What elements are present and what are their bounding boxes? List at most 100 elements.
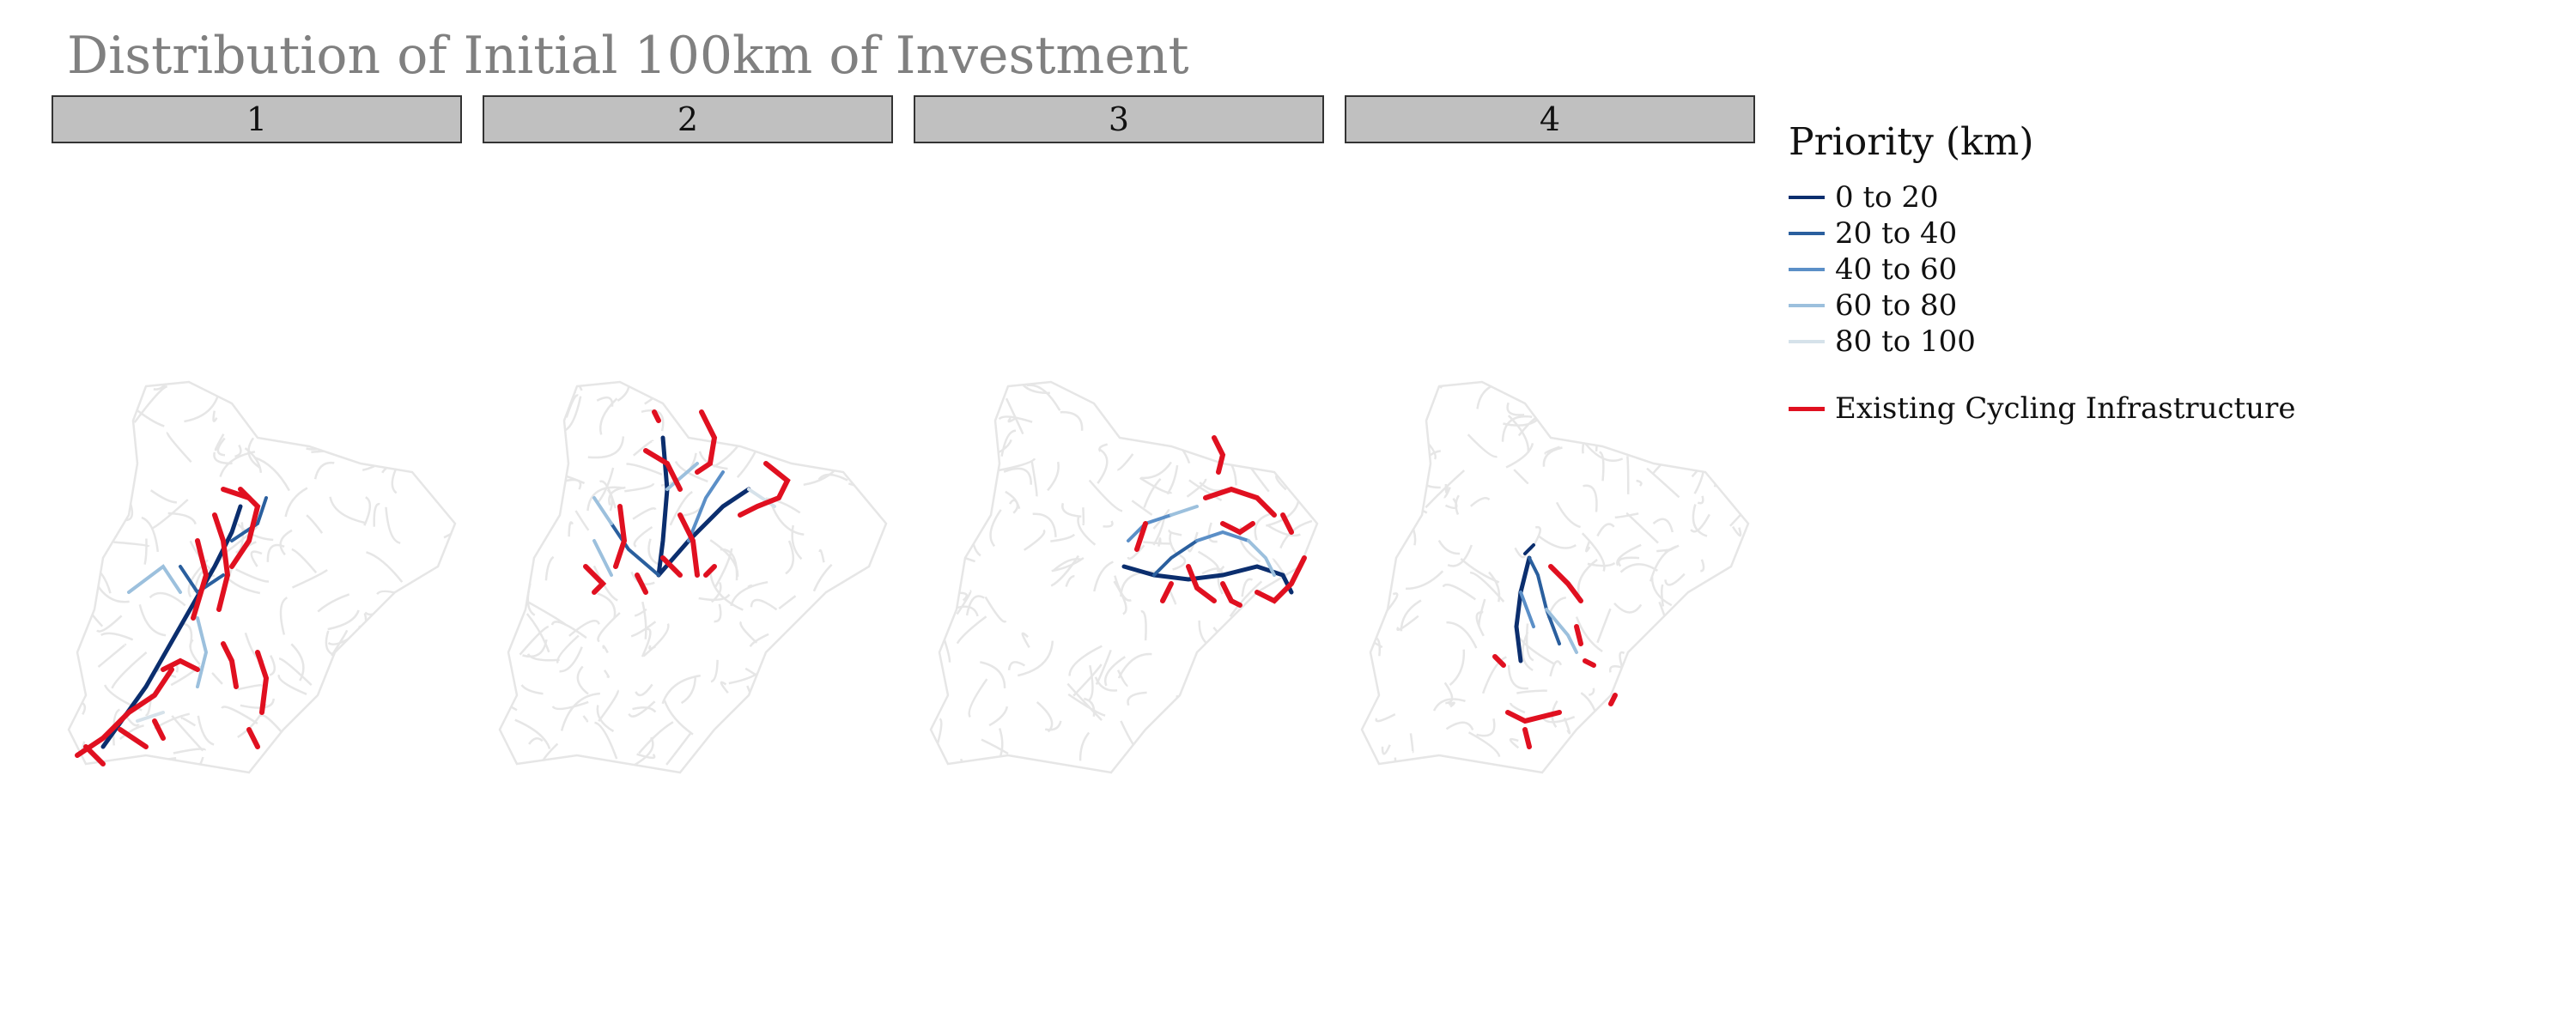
road-segment (335, 407, 355, 427)
road-segment (1188, 479, 1223, 502)
road-segment (825, 736, 847, 754)
road-segment (1614, 512, 1639, 519)
road-segment (1621, 420, 1638, 440)
road-segment (989, 509, 1002, 548)
road-segment (769, 750, 806, 771)
road-segment (1652, 518, 1674, 533)
road-segment (817, 473, 848, 482)
road-segment (1681, 382, 1721, 395)
road-segment (82, 413, 97, 437)
road-segment (1017, 640, 1054, 677)
legend-key (1789, 232, 1825, 235)
road-segment (1196, 382, 1215, 392)
road-segment (453, 480, 455, 499)
road-segment (812, 563, 833, 592)
road-segment (1088, 479, 1123, 512)
road-segment (1061, 502, 1082, 518)
road-segment (1217, 565, 1225, 595)
road-segment (1537, 534, 1577, 549)
road-segment (85, 415, 107, 449)
road-segment (1166, 464, 1179, 495)
road-segment (1694, 385, 1709, 415)
road-segment (998, 457, 1036, 472)
road-segment (96, 615, 123, 633)
road-segment (1172, 554, 1187, 571)
road-segment (500, 518, 519, 532)
road-segment (500, 511, 507, 548)
road-segment (535, 471, 558, 483)
road-mesh (69, 382, 455, 772)
legend-key-existing (1789, 406, 1825, 411)
road-segment (750, 598, 778, 611)
road-segment (603, 670, 610, 679)
region-outline (929, 380, 1319, 774)
road-segment (257, 385, 295, 407)
road-segment (635, 683, 653, 697)
road-segment (1704, 608, 1717, 633)
region-outline (498, 380, 888, 774)
road-segment (598, 689, 619, 723)
road-segment (1581, 532, 1606, 572)
road-segment (1252, 651, 1266, 674)
road-segment (1626, 697, 1651, 717)
road-segment (1224, 619, 1242, 647)
road-segment (290, 643, 305, 682)
road-segment (663, 700, 694, 736)
road-segment (1026, 384, 1061, 411)
road-segment (775, 645, 802, 666)
legend-label: 0 to 20 (1835, 180, 1939, 215)
road-segment (1005, 397, 1024, 435)
road-segment (1007, 661, 1026, 670)
road-segment (931, 414, 943, 447)
road-segment (818, 548, 825, 563)
road-segment (1643, 407, 1676, 438)
road-segment (385, 506, 401, 544)
road-segment (1003, 467, 1032, 485)
road-segment (1024, 529, 1046, 551)
road-segment (565, 394, 579, 418)
road-segment (749, 713, 756, 724)
road-segment (1077, 516, 1097, 546)
road-segment (1575, 616, 1603, 653)
road-segment (812, 670, 824, 682)
road-segment (240, 698, 275, 709)
road-segment (1716, 393, 1748, 413)
road-segment (804, 669, 842, 695)
road-segment (1381, 744, 1391, 755)
road-segment (1649, 545, 1678, 582)
road-segment (1636, 479, 1643, 487)
road-segment (1425, 470, 1466, 509)
road-segment (1406, 431, 1413, 455)
road-segment (1183, 401, 1202, 422)
road-segment (1725, 389, 1740, 422)
road-segment (1114, 575, 1132, 602)
road-segment (742, 711, 780, 731)
road-segment (1507, 664, 1528, 690)
road-segment (293, 394, 331, 422)
road-segment (839, 419, 878, 431)
road-segment (395, 612, 405, 638)
existing-cycling-infrastructure (1134, 435, 1307, 608)
road-segment (1267, 524, 1301, 537)
priority-routes (1121, 505, 1294, 595)
road-segment (713, 443, 741, 468)
road-segment (568, 521, 574, 537)
road-segment (1649, 624, 1674, 647)
road-segment (1195, 414, 1230, 421)
road-segment (1437, 539, 1461, 555)
map-title: Distribution of Initial 100km of Investm… (67, 26, 1189, 86)
road-segment (1007, 416, 1018, 423)
road-segment (931, 446, 933, 464)
road-segment (1050, 533, 1076, 542)
road-segment (956, 590, 972, 615)
road-segment (349, 402, 382, 440)
road-segment (527, 601, 567, 626)
road-segment (1127, 691, 1147, 706)
panel-map-1 (67, 380, 457, 774)
road-segment (94, 582, 130, 603)
road-segment (1522, 631, 1534, 671)
road-segment (956, 615, 987, 645)
panel-header-1: 1 (52, 95, 462, 143)
road-segment (189, 639, 201, 665)
road-segment (432, 397, 442, 411)
